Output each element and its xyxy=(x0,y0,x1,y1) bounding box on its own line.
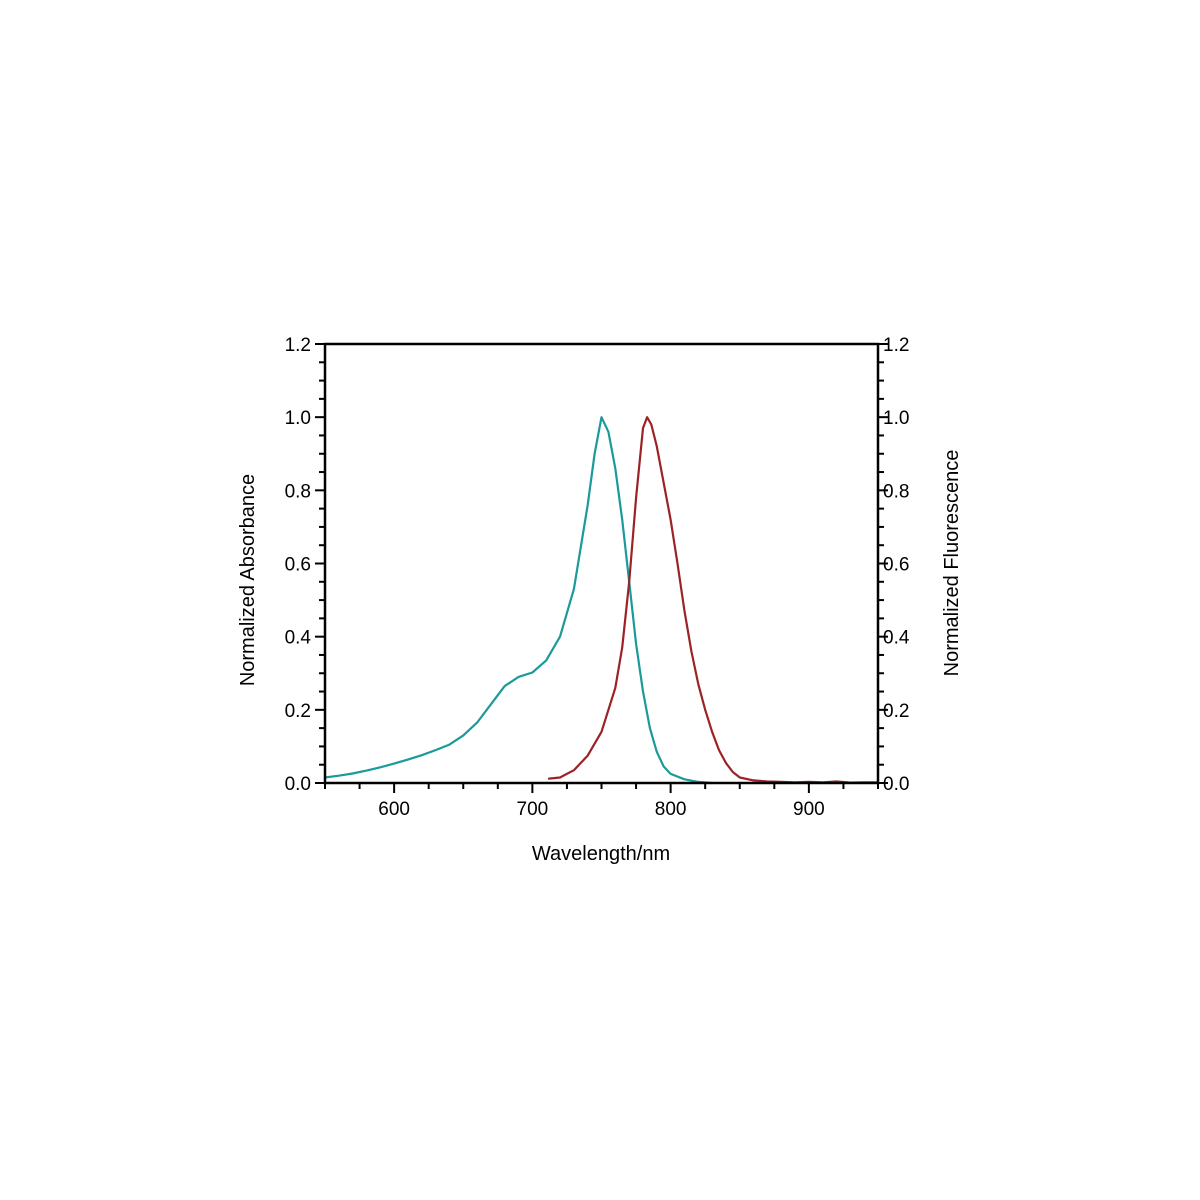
y-axis-label-right: Normalized Fluorescence xyxy=(941,450,963,677)
y-right-tick-label: 0.4 xyxy=(883,628,910,649)
y-left-tick-label: 0.8 xyxy=(285,481,311,502)
y-right-tick-label: 1.2 xyxy=(883,335,909,356)
axis-ticks: 600 700 800 900 0.0 0.0 0.2 0.2 0.4 0.4 0.6 0.6 0.8 0… xyxy=(285,335,910,820)
y-right-tick-label: 1.0 xyxy=(883,408,909,429)
y-right-tick-label: 0.2 xyxy=(883,701,909,722)
x-tick-label: 600 xyxy=(378,799,410,820)
series-line-fluorescence xyxy=(547,416,880,784)
series-line-absorbance xyxy=(323,416,714,785)
y-left-tick-label: 0.6 xyxy=(285,555,311,576)
y-right-tick-label: 0.6 xyxy=(883,555,909,576)
y-left-tick-label: 1.2 xyxy=(285,335,311,356)
x-tick-label: 700 xyxy=(517,799,549,820)
x-tick-label: 900 xyxy=(793,799,825,820)
y-left-tick-label: 0.4 xyxy=(285,628,312,649)
y-axis-label-left: Normalized Absorbance xyxy=(237,474,259,686)
y-left-tick-label: 1.0 xyxy=(285,408,311,429)
y-left-tick-label: 0.0 xyxy=(285,774,311,795)
y-left-tick-label: 0.2 xyxy=(285,701,311,722)
x-tick-label: 800 xyxy=(655,799,687,820)
y-right-tick-label: 0.8 xyxy=(883,481,909,502)
x-axis-label: Wavelength/nm xyxy=(532,843,670,865)
plot-frame xyxy=(323,342,880,785)
y-right-tick-label: 0.0 xyxy=(883,774,909,795)
plot-marks xyxy=(323,416,880,785)
